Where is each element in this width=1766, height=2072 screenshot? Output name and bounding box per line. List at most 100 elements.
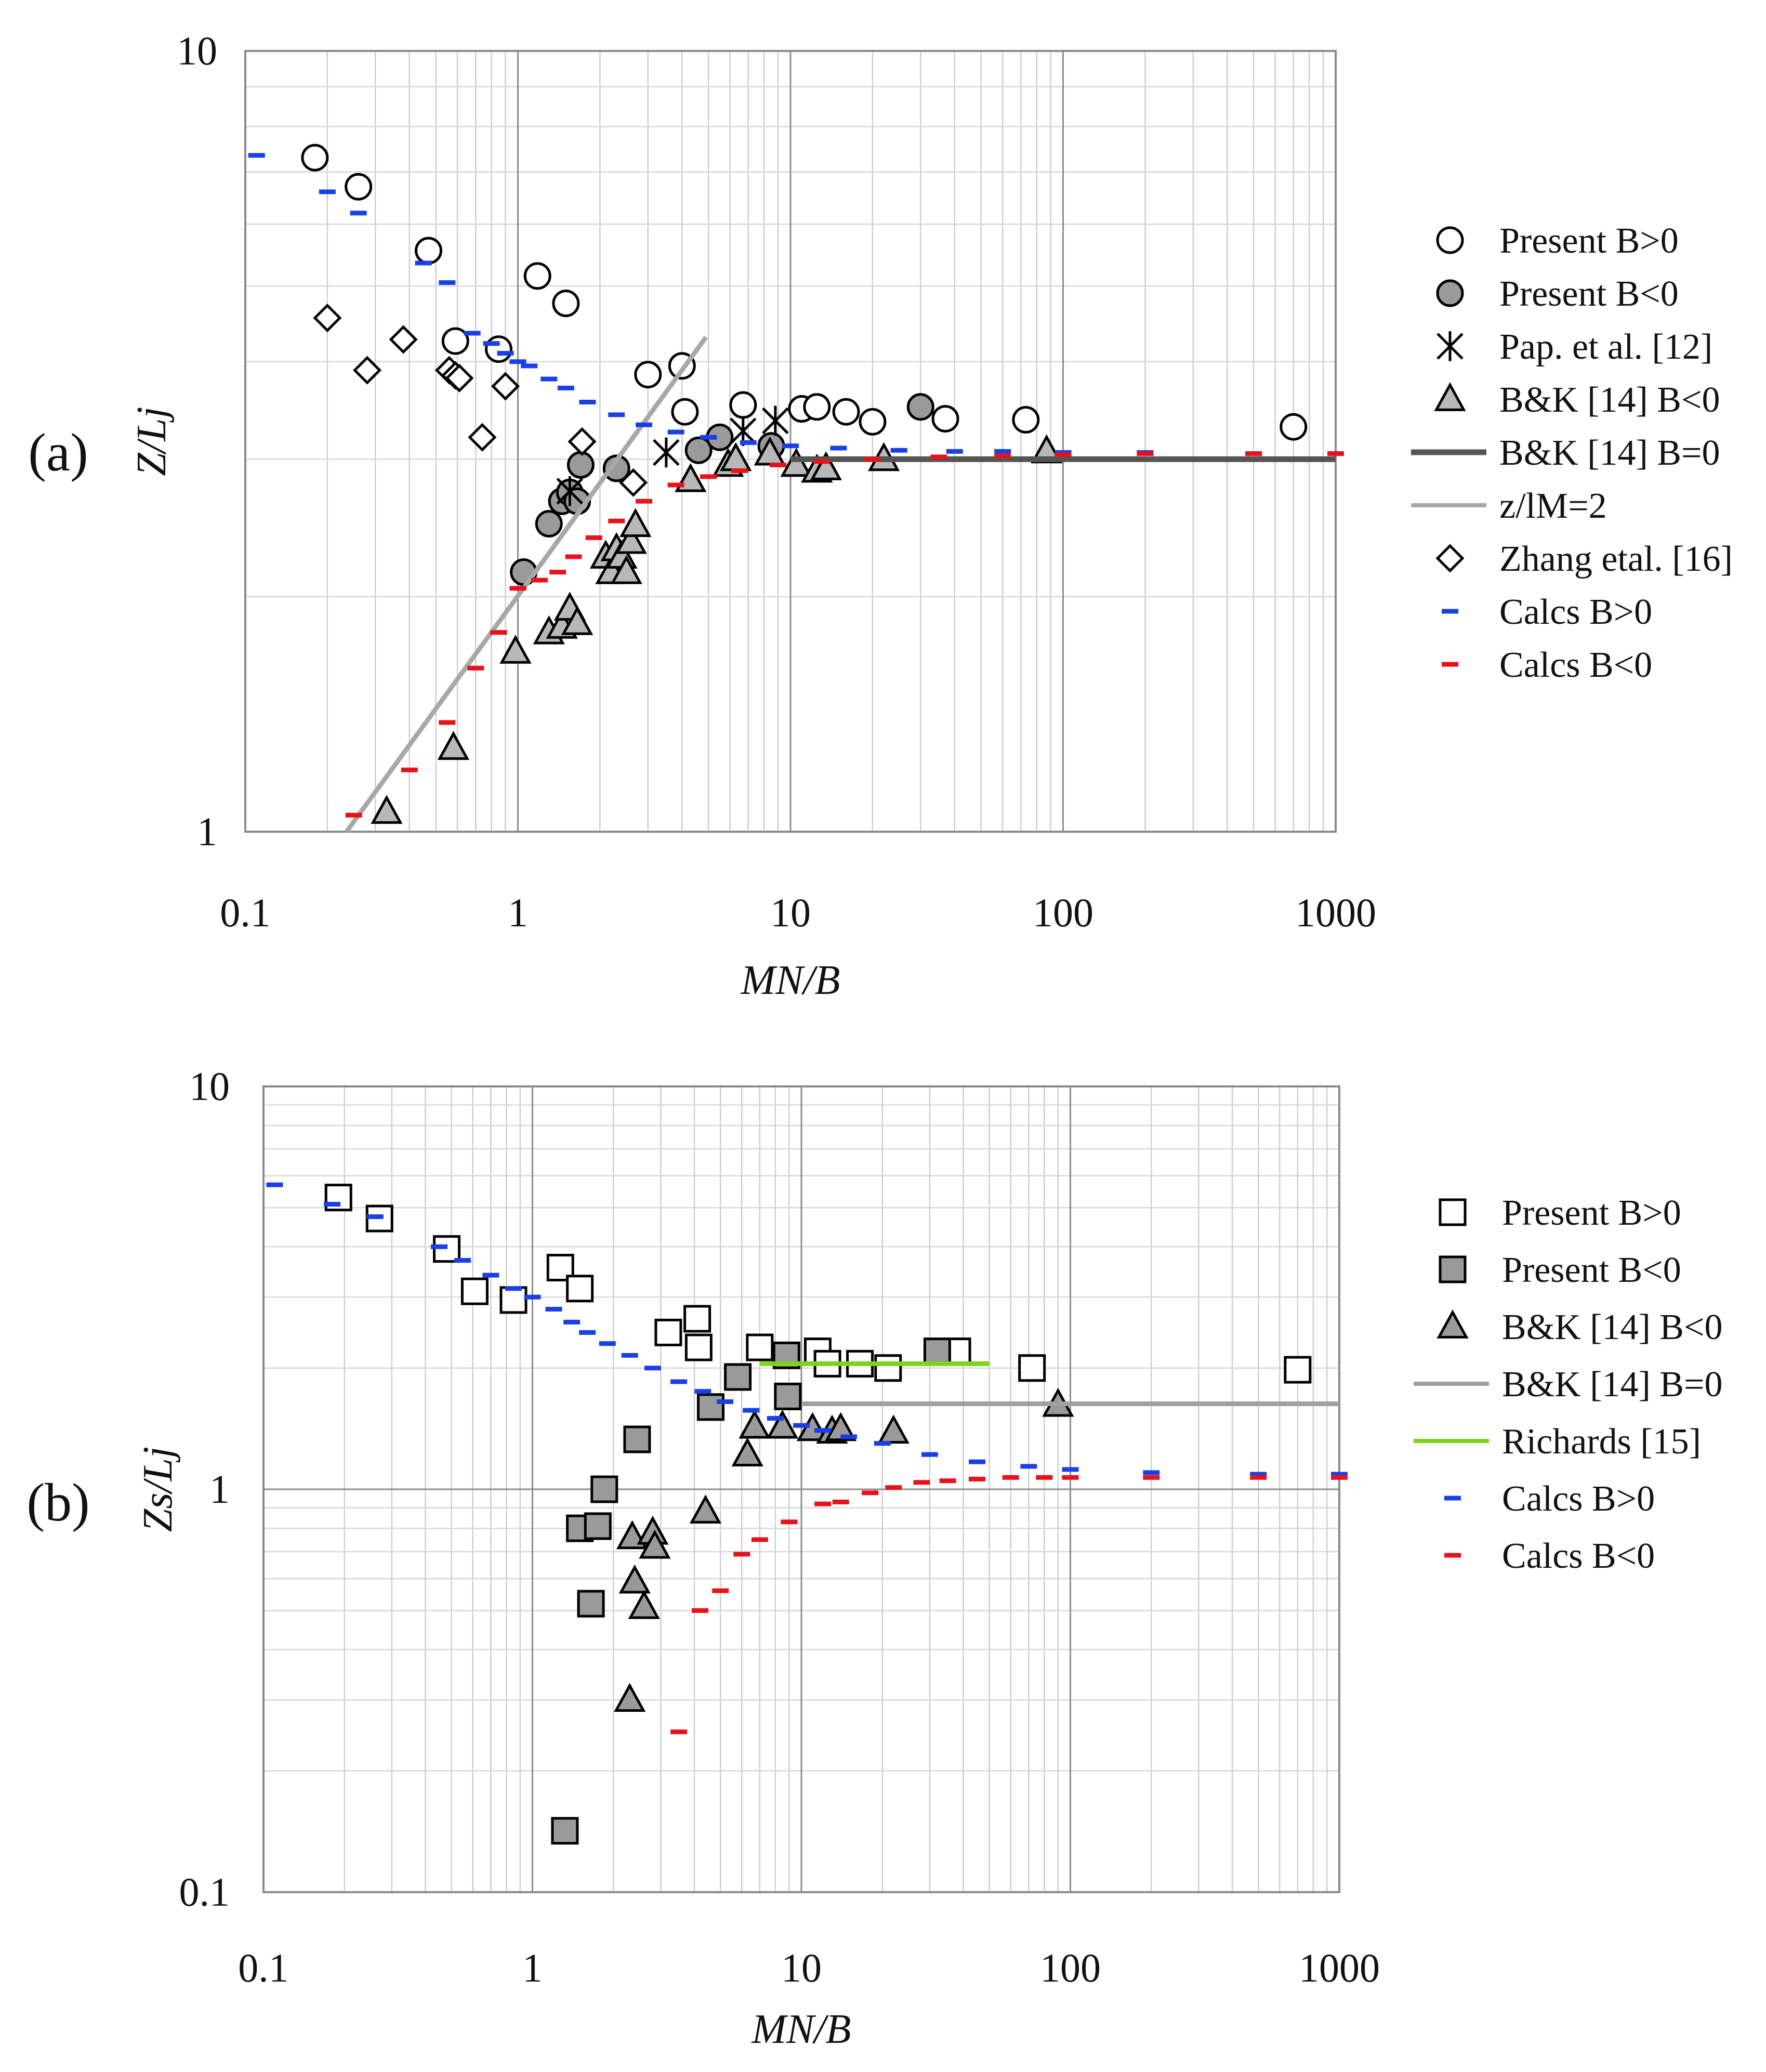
- series-calcs-b-0: [345, 451, 1344, 818]
- series-present-b-0: [324, 1184, 1312, 1384]
- data-point: [1012, 405, 1040, 434]
- data-point: [468, 423, 497, 452]
- data-point: [568, 427, 597, 456]
- y-axis-label: Z/Lj: [129, 406, 175, 476]
- data-point: [313, 304, 342, 333]
- data-point: [684, 436, 713, 464]
- y-axis-label: Zs/Lj: [135, 1447, 181, 1532]
- data-point: [780, 448, 812, 477]
- data-point: [1284, 1356, 1312, 1384]
- x-tick-label: 10: [770, 890, 811, 935]
- data-point: [684, 1333, 713, 1361]
- y-tick-label: 10: [177, 28, 217, 73]
- series-zhang-etal-16-: [313, 304, 648, 497]
- data-point: [620, 508, 652, 537]
- data-point: [610, 555, 642, 584]
- legend-marker-icon: [1439, 1255, 1467, 1283]
- data-point: [345, 173, 373, 201]
- data-point: [552, 290, 580, 318]
- data-point: [671, 398, 699, 426]
- legend-label: z/lM=2: [1499, 486, 1607, 526]
- y-tick-label: 10: [189, 1064, 230, 1109]
- plot-frame: [262, 1085, 1340, 1893]
- x-tick-label: 100: [1033, 890, 1093, 935]
- x-axis-label: MN/B: [751, 2007, 851, 2052]
- data-point: [689, 1494, 722, 1524]
- data-point: [301, 143, 329, 172]
- y-tick-label: 0.1: [179, 1869, 230, 1914]
- data-point: [906, 393, 934, 421]
- data-point: [729, 391, 757, 419]
- legend: Present B>0 Present B<0 Pap. et al. [12] B&…: [1411, 221, 1733, 685]
- data-point: [859, 408, 887, 436]
- legend-label: Richards [15]: [1502, 1422, 1701, 1462]
- data-point: [803, 393, 831, 421]
- data-point: [628, 1590, 660, 1619]
- data-point: [584, 1512, 612, 1540]
- legend-marker-icon: [1436, 279, 1464, 307]
- legend-label: Present B>0: [1499, 221, 1679, 261]
- legend-label: Calcs B<0: [1502, 1536, 1655, 1576]
- x-tick-label: 1: [522, 1945, 543, 1990]
- data-point: [832, 398, 860, 426]
- data-point: [696, 1393, 724, 1421]
- grid: [262, 1085, 1340, 1893]
- series-pap-et-al-12-: [556, 405, 789, 506]
- data-point: [566, 451, 595, 479]
- data-point: [739, 1409, 771, 1439]
- data-point: [653, 437, 680, 468]
- data-point: [731, 1437, 763, 1466]
- legend-marker-icon: [1435, 544, 1465, 573]
- x-tick-label: 1000: [1295, 890, 1376, 935]
- data-point: [623, 1425, 651, 1453]
- data-point: [499, 635, 532, 664]
- data-point: [577, 1590, 605, 1618]
- data-point: [774, 1382, 802, 1410]
- legend-marker-icon: [1439, 1198, 1467, 1226]
- data-point: [634, 361, 662, 389]
- legend-label: B&K [14] B=0: [1499, 433, 1720, 473]
- legend-marker-icon: [1434, 382, 1466, 411]
- series-calcs-b-0: [266, 1182, 1348, 1477]
- data-point: [352, 356, 382, 385]
- data-point: [371, 795, 403, 824]
- data-point: [566, 1275, 594, 1303]
- data-layer: [266, 1182, 1348, 1845]
- x-tick-label: 10: [781, 1945, 822, 1990]
- data-point: [724, 1363, 752, 1391]
- x-axis-label: MN/B: [740, 958, 840, 1003]
- data-point: [484, 335, 512, 363]
- data-point: [561, 606, 594, 635]
- data-point: [389, 325, 418, 354]
- x-tick-label: 0.1: [238, 1945, 289, 1990]
- legend-label: B&K [14] B=0: [1502, 1365, 1722, 1405]
- data-point: [445, 363, 474, 392]
- panel-label: (b): [27, 1473, 89, 1532]
- data-point: [923, 1337, 951, 1366]
- data-point: [654, 1318, 682, 1346]
- data-point: [1018, 1354, 1046, 1382]
- x-tick-label: 1: [508, 890, 528, 935]
- data-point: [618, 468, 648, 497]
- series-calcs-b-0: [670, 1475, 1348, 1735]
- data-point: [551, 1817, 579, 1845]
- data-point: [639, 1529, 671, 1559]
- data-point: [499, 1286, 528, 1314]
- data-point: [746, 1333, 774, 1361]
- legend-label: B&K [14] B<0: [1499, 380, 1720, 420]
- data-point: [762, 405, 789, 436]
- data-point: [590, 1475, 618, 1503]
- data-point: [460, 1277, 489, 1305]
- data-point: [931, 405, 959, 433]
- legend-label: Zhang etal. [16]: [1499, 539, 1733, 579]
- legend-marker-icon: [1436, 1309, 1469, 1339]
- data-point: [766, 1409, 799, 1439]
- x-tick-label: 100: [1040, 1945, 1101, 1990]
- y-tick-label: 1: [209, 1466, 230, 1512]
- data-point: [523, 262, 551, 290]
- panel-label: (a): [28, 423, 88, 482]
- data-point: [874, 1354, 902, 1382]
- data-point: [824, 1412, 857, 1441]
- data-point: [810, 451, 842, 480]
- legend-label: Present B>0: [1502, 1193, 1681, 1233]
